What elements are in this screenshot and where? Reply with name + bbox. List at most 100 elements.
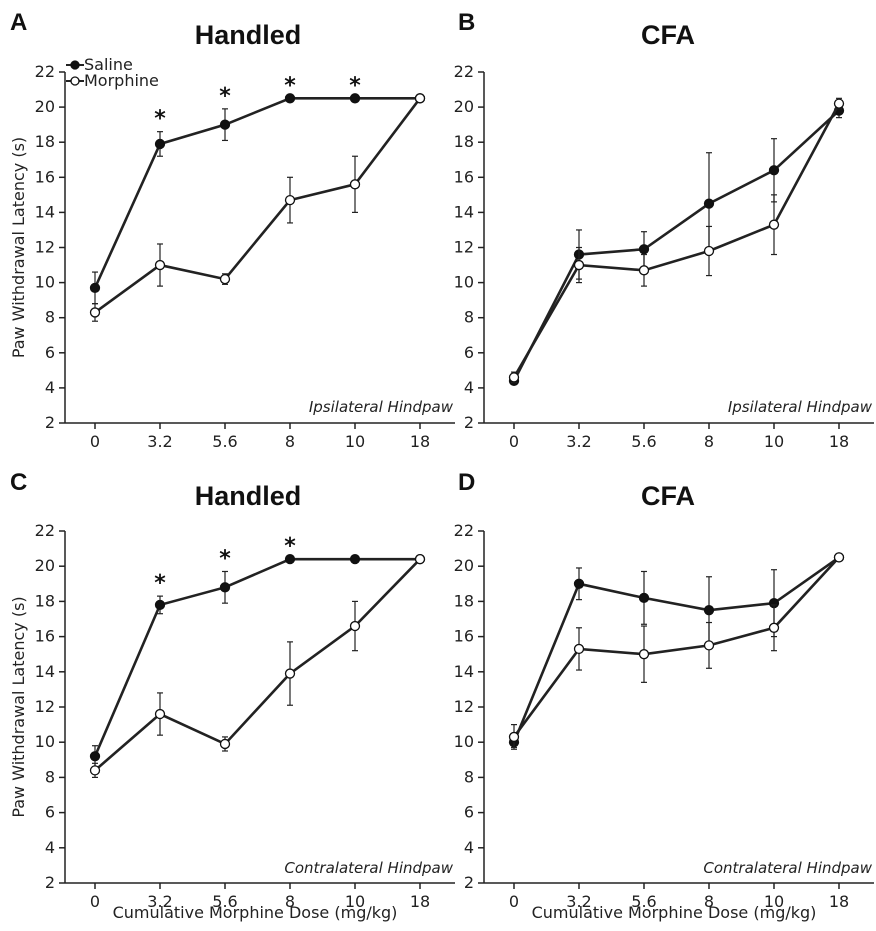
x-tick-label: 18 (829, 432, 849, 451)
series-morphine (89, 93, 426, 322)
y-tick-label: 6 (464, 803, 474, 822)
y-tick-label: 6 (464, 343, 474, 362)
x-tick-label: 18 (829, 892, 849, 911)
y-tick-label: 18 (454, 132, 474, 151)
data-point-morphine (833, 552, 845, 563)
hindpaw-note: Ipsilateral Hindpaw (309, 398, 454, 416)
significance-star: * (154, 571, 166, 596)
y-tick-label: 6 (45, 803, 55, 822)
data-point-saline (349, 554, 361, 565)
data-point-saline (219, 582, 231, 593)
y-tick-label: 6 (45, 343, 55, 362)
x-tick-label: 8 (285, 892, 295, 911)
y-tick-label: 14 (454, 202, 474, 221)
y-tick-label: 4 (45, 838, 55, 857)
x-axis-label: Cumulative Morphine Dose (mg/kg) (532, 903, 817, 922)
data-point-saline (89, 751, 101, 762)
y-tick-label: 8 (464, 308, 474, 327)
panel-title: Handled (195, 481, 302, 511)
y-tick-label: 8 (464, 767, 474, 786)
data-point-morphine (703, 245, 715, 257)
significance-star: * (219, 84, 231, 109)
x-tick-label: 18 (410, 892, 430, 911)
x-tick-label: 8 (704, 892, 714, 911)
panel-title: CFA (641, 20, 695, 50)
series-line-morphine (512, 102, 841, 379)
data-point-morphine (349, 179, 361, 190)
y-axis-label: Paw Withdrawal Latency (s) (9, 137, 28, 358)
legend-marker (70, 76, 80, 86)
chart-panel-a: 2 4 6 8 10 12 14 16 18 20 22 0 3.2 5.6 8 10 18 A Handled Pa… (9, 9, 455, 451)
x-tick-label: 0 (90, 892, 100, 911)
data-point-morphine (154, 708, 166, 720)
data-point-morphine (508, 372, 520, 383)
x-tick-label: 10 (345, 892, 365, 911)
data-point-saline (154, 138, 166, 150)
legend-label: Morphine (84, 71, 159, 90)
y-tick-label: 10 (35, 732, 55, 751)
y-tick-label: 12 (35, 238, 55, 257)
series-morphine (89, 554, 426, 779)
y-tick-label: 14 (454, 662, 474, 681)
x-tick-label: 0 (509, 432, 519, 451)
x-tick-label: 5.6 (212, 432, 237, 451)
significance-star: * (154, 107, 166, 132)
y-tick-label: 16 (454, 627, 474, 646)
data-point-morphine (573, 259, 585, 271)
y-tick-label: 16 (35, 167, 55, 186)
significance-star: * (219, 546, 231, 571)
panel-letter: B (458, 9, 475, 36)
data-point-saline (154, 599, 166, 611)
series-line-morphine (94, 558, 421, 772)
data-point-morphine (414, 554, 426, 565)
significance-star: * (284, 534, 296, 559)
y-tick-label: 12 (454, 697, 474, 716)
panel-title: Handled (195, 20, 302, 50)
significance-star: * (349, 73, 361, 98)
x-tick-label: 5.6 (212, 892, 237, 911)
y-tick-label: 8 (45, 308, 55, 327)
data-point-saline (638, 244, 650, 255)
legend-label: Saline (84, 55, 133, 74)
hindpaw-note: Contralateral Hindpaw (284, 859, 453, 877)
y-tick-label: 18 (454, 591, 474, 610)
data-point-saline (89, 282, 101, 294)
y-tick-label: 10 (454, 273, 474, 292)
x-tick-label: 10 (345, 432, 365, 451)
data-point-morphine (768, 219, 780, 230)
series-line-saline (93, 97, 420, 289)
data-point-morphine (154, 259, 166, 271)
x-tick-label: 0 (90, 432, 100, 451)
y-tick-label: 4 (464, 378, 474, 397)
y-tick-label: 22 (35, 521, 55, 540)
x-tick-label: 3.2 (147, 892, 172, 911)
y-tick-label: 16 (35, 627, 55, 646)
x-tick-label: 5.6 (631, 892, 656, 911)
y-tick-label: 14 (35, 662, 55, 681)
y-tick-label: 4 (464, 838, 474, 857)
y-tick-label: 12 (35, 697, 55, 716)
y-tick-label: 2 (45, 873, 55, 892)
y-tick-label: 14 (35, 202, 55, 221)
x-tick-label: 0 (509, 892, 519, 911)
y-tick-label: 22 (35, 62, 55, 81)
series-line-saline (512, 109, 840, 382)
data-point-saline (219, 119, 231, 130)
data-point-morphine (638, 649, 650, 660)
x-tick-label: 8 (704, 432, 714, 451)
x-tick-label: 10 (764, 432, 784, 451)
x-tick-label: 8 (285, 432, 295, 451)
data-point-saline (768, 165, 780, 176)
x-axis-label: Cumulative Morphine Dose (mg/kg) (113, 903, 398, 922)
y-tick-label: 10 (35, 273, 55, 292)
series-line-saline (93, 557, 420, 757)
y-tick-label: 20 (35, 556, 55, 575)
y-tick-label: 20 (454, 97, 474, 116)
y-tick-label: 2 (464, 413, 474, 432)
significance-star: * (284, 73, 296, 98)
series-saline (89, 93, 426, 305)
y-tick-label: 12 (454, 238, 474, 257)
y-tick-label: 18 (35, 132, 55, 151)
y-tick-label: 2 (45, 413, 55, 432)
